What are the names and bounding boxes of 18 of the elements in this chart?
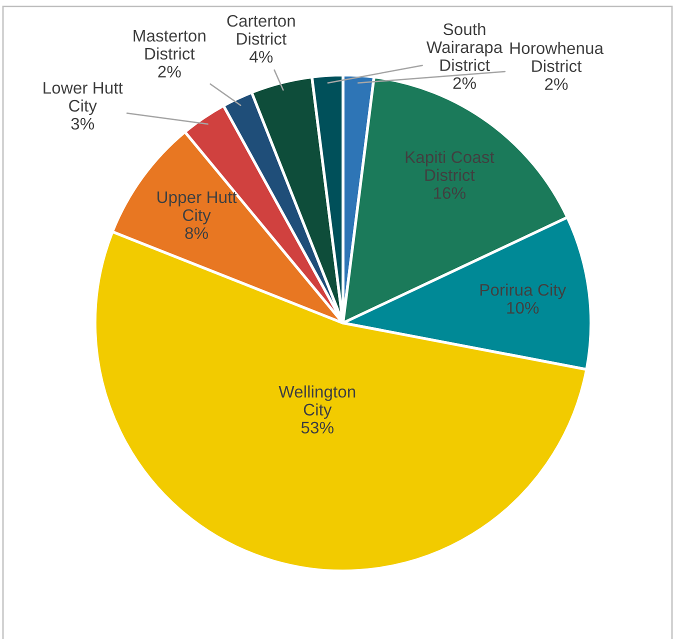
slice-label: Kapiti Coast District [406, 150, 494, 182]
data-label: 10% [507, 302, 539, 314]
data-label: 3% [71, 118, 94, 130]
slice-label: Carterton District [227, 15, 295, 45]
data-label: 53% [301, 422, 334, 434]
slice-label: Upper Hutt City [158, 191, 237, 224]
slice-label: Masterton District [134, 30, 206, 60]
data-label: 2% [545, 78, 568, 90]
slice-label: Wellington City [278, 385, 356, 419]
data-label: 2% [158, 66, 181, 78]
data-label: 2% [453, 77, 476, 89]
slice-label: Porirua City [480, 284, 566, 300]
data-label: 16% [434, 187, 466, 199]
slice-label: South Wairarapa District [426, 22, 503, 72]
data-label: 8% [185, 227, 208, 240]
slice-label: Lower Hutt City [44, 82, 123, 116]
slice-label: Horowhenua District [510, 42, 604, 72]
data-label: 4% [250, 50, 273, 63]
